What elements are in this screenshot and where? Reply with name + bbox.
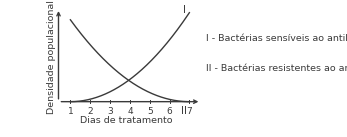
Text: I - Bactérias sensíveis ao antibiótico: I - Bactérias sensíveis ao antibiótico [206, 34, 347, 43]
Text: Densidade populacional: Densidade populacional [47, 0, 56, 114]
Text: II - Bactérias resistentes ao antibiótico: II - Bactérias resistentes ao antibiótic… [206, 64, 347, 73]
Text: 7: 7 [186, 107, 192, 115]
Text: 4: 4 [127, 107, 133, 115]
Text: Dias de tratamento: Dias de tratamento [80, 116, 172, 125]
Text: 6: 6 [167, 107, 172, 115]
Text: 3: 3 [107, 107, 113, 115]
Text: 5: 5 [147, 107, 153, 115]
Text: II: II [181, 106, 187, 116]
Text: 1: 1 [68, 107, 73, 115]
Text: I: I [183, 5, 186, 15]
Text: 2: 2 [87, 107, 93, 115]
